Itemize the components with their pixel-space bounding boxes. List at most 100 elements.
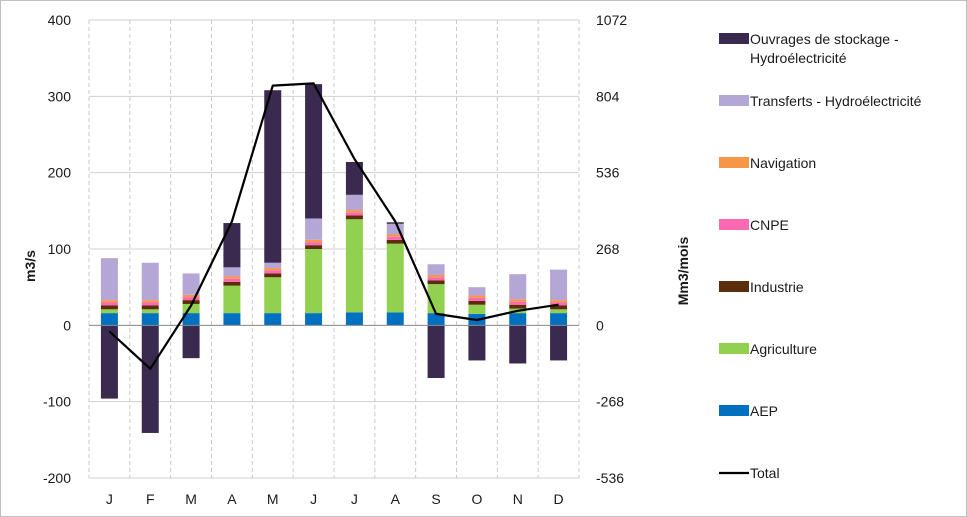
legend-swatch <box>719 95 749 106</box>
bar-segment-navigation <box>345 210 363 213</box>
bar-segment-transferts-hydro-lectricit <box>509 274 527 300</box>
bar-segment-transferts-hydro-lectricit <box>345 194 363 211</box>
x-tick-label: J <box>106 491 113 507</box>
bar-segment-navigation <box>223 276 241 279</box>
bar-segment-industrie <box>264 273 282 278</box>
bar-segment-agriculture <box>345 219 363 313</box>
bar-segment-industrie <box>100 305 118 310</box>
bar-segment-industrie <box>468 300 486 305</box>
y-left-tick-label: 200 <box>48 165 72 181</box>
bar-segment-navigation <box>305 239 323 243</box>
legend-swatch <box>719 219 749 230</box>
grid-lines <box>88 19 580 479</box>
bar-segment-aep <box>223 313 241 326</box>
bar-segment-agriculture <box>141 309 159 314</box>
bar-segment-cnpe <box>345 212 363 216</box>
bar-segment-cnpe <box>386 236 404 240</box>
bar-segment-aep <box>427 313 445 326</box>
y-left-tick-label: 300 <box>48 88 72 104</box>
bar-segment-cnpe <box>182 297 200 301</box>
x-tick-label: O <box>471 491 482 507</box>
bar-segment-agriculture <box>386 243 404 313</box>
legend-label: AEP <box>750 403 778 419</box>
x-tick-label: J <box>351 491 358 507</box>
bar-segment-cnpe <box>468 297 486 301</box>
bar-segment-transferts-hydro-lectricit <box>386 223 404 235</box>
y-left-tick-label: -100 <box>43 394 71 410</box>
legend: Ouvrages de stockage - Hydroélectricité Tr… <box>719 31 922 481</box>
bar-segment-navigation <box>182 294 200 298</box>
y-right-tick-label: 804 <box>596 88 620 104</box>
bar-segment-industrie <box>141 305 159 310</box>
x-tick-label: M <box>185 491 197 507</box>
x-tick-label: J <box>310 491 317 507</box>
bar-segment-aep <box>550 313 568 326</box>
bar-segment-navigation <box>468 295 486 298</box>
bar-segment-ouvrages-de-stockage-hydro-lectricit <box>182 325 200 359</box>
legend-swatch <box>719 157 749 168</box>
bar-series-group <box>100 84 568 433</box>
bar-segment-transferts-hydro-lectricit <box>100 258 118 301</box>
bar-segment-cnpe <box>509 301 527 305</box>
bar-segment-ouvrages-de-stockage-hydro-lectricit <box>345 161 363 195</box>
bar-segment-transferts-hydro-lectricit <box>468 287 486 296</box>
bar-segment-ouvrages-de-stockage-hydro-lectricit <box>141 325 159 433</box>
bar-segment-navigation <box>141 300 159 303</box>
bar-segment-ouvrages-de-stockage-hydro-lectricit <box>264 90 282 263</box>
bar-segment-agriculture <box>468 304 486 314</box>
bar-segment-navigation <box>550 300 568 303</box>
bar-segment-navigation <box>427 274 445 278</box>
x-tick-label: A <box>227 491 237 507</box>
legend-label: Navigation <box>750 155 816 171</box>
bar-segment-transferts-hydro-lectricit <box>264 262 282 269</box>
y-right-tick-label: 0 <box>596 317 604 333</box>
bar-segment-transferts-hydro-lectricit <box>141 262 159 301</box>
legend-label-cont: Hydroélectricité <box>750 50 847 66</box>
bar-segment-ouvrages-de-stockage-hydro-lectricit <box>100 325 118 399</box>
y-left-tick-label: 100 <box>48 241 72 257</box>
bar-segment-cnpe <box>100 302 118 306</box>
bar-segment-aep <box>141 313 159 326</box>
legend-item-total: Total <box>719 465 780 481</box>
y-left-tick-label: -200 <box>43 470 71 486</box>
bar-segment-cnpe <box>223 278 241 282</box>
legend-label: Transferts - Hydroélectricité <box>750 93 922 109</box>
bar-segment-agriculture <box>100 309 118 314</box>
bar-segment-agriculture <box>305 249 323 314</box>
bar-segment-industrie <box>345 215 363 220</box>
bar-segment-cnpe <box>264 270 282 274</box>
legend-label: Agriculture <box>750 341 817 357</box>
bar-segment-cnpe <box>427 277 445 281</box>
bar-segment-ouvrages-de-stockage-hydro-lectricit <box>305 84 323 219</box>
left-axis-ticks: 400 300 200 100 0 -100 -200 <box>43 12 71 486</box>
bar-segment-industrie <box>509 304 527 309</box>
bar-segment-industrie <box>182 300 200 304</box>
x-tick-label: N <box>513 491 523 507</box>
legend-item-aep: AEP <box>719 403 778 419</box>
right-axis-ticks: 1072 804 536 268 0 -268 -536 <box>596 12 627 486</box>
bar-segment-ouvrages-de-stockage-hydro-lectricit <box>550 325 568 361</box>
legend-item-industrie: Industrie <box>719 279 804 295</box>
bar-segment-transferts-hydro-lectricit <box>427 264 445 275</box>
legend-label: Industrie <box>750 279 804 295</box>
legend-swatch <box>719 405 749 416</box>
y-right-tick-label: 536 <box>596 165 620 181</box>
bar-segment-aep <box>386 312 404 326</box>
bar-segment-aep <box>345 312 363 326</box>
y-right-tick-label: -268 <box>596 394 624 410</box>
y-left-tick-label: 400 <box>48 12 72 28</box>
legend-swatch <box>719 343 749 354</box>
legend-swatch <box>719 281 749 292</box>
bar-segment-navigation <box>386 234 404 237</box>
legend-label: Ouvrages de stockage - <box>750 31 899 47</box>
bar-segment-transferts-hydro-lectricit <box>550 269 568 301</box>
x-tick-label: F <box>146 491 155 507</box>
y-right-tick-label: 1072 <box>596 12 627 28</box>
total-line-group <box>108 82 559 370</box>
x-tick-label: M <box>267 491 279 507</box>
total-line <box>108 82 559 370</box>
bar-segment-cnpe <box>550 302 568 306</box>
